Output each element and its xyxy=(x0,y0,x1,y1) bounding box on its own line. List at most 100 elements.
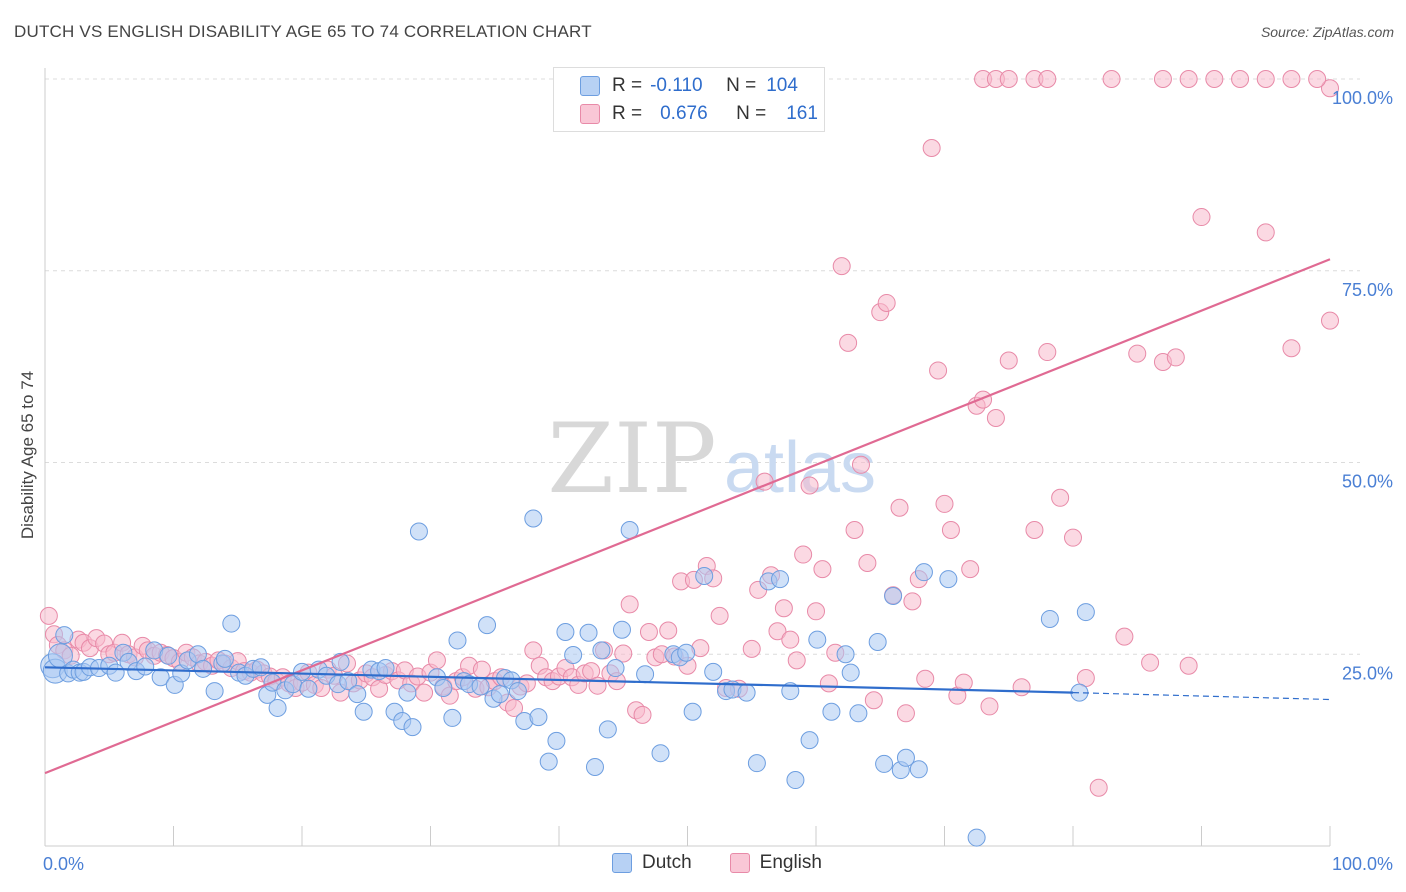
dutch-point xyxy=(539,752,558,771)
dutch-point xyxy=(704,662,723,681)
english-point xyxy=(986,409,1005,428)
dutch-point xyxy=(836,645,855,664)
dutch-point xyxy=(398,683,417,702)
dutch-point xyxy=(490,685,509,704)
dutch-point xyxy=(747,754,766,773)
dutch-point xyxy=(598,720,617,739)
english-point xyxy=(877,293,896,312)
dutch-point xyxy=(471,677,490,696)
english-swatch xyxy=(580,104,600,124)
dutch-point xyxy=(875,754,894,773)
english-point xyxy=(890,498,909,517)
y-tick-label: 100.0% xyxy=(1332,88,1393,108)
dutch-point xyxy=(376,659,395,678)
english-point xyxy=(1308,70,1327,88)
x-tick-label: 0.0% xyxy=(43,854,84,874)
y-axis-title: Disability Age 65 to 74 xyxy=(18,371,37,539)
dutch-point xyxy=(808,630,827,649)
dutch-point xyxy=(822,702,841,721)
dutch-n-label: N = xyxy=(726,75,757,96)
english-point xyxy=(922,139,941,158)
dutch-point xyxy=(677,643,696,662)
english-point xyxy=(1231,70,1250,88)
english-point xyxy=(1205,70,1224,88)
dutch-point xyxy=(434,678,453,697)
english-point xyxy=(633,705,652,724)
legend-item-english[interactable]: English xyxy=(729,852,822,874)
axis-labels: 25.0% 50.0% 75.0% 100.0% 0.0% 100.0% Disabilit… xyxy=(18,88,1393,874)
dutch-point xyxy=(222,614,241,633)
dutch-trend-line xyxy=(44,666,1074,694)
english-point xyxy=(1282,339,1301,358)
english-point xyxy=(1128,344,1147,363)
axes xyxy=(44,68,1331,847)
dutch-point xyxy=(914,563,933,582)
english-point xyxy=(1038,343,1057,362)
dutch-point xyxy=(800,731,819,750)
english-point xyxy=(813,560,832,579)
watermark-atlas: atlas xyxy=(724,428,876,508)
dutch-point xyxy=(215,649,234,668)
dutch-point xyxy=(194,659,213,678)
dutch-point xyxy=(268,698,287,717)
dutch-point xyxy=(205,682,224,701)
english-point xyxy=(999,351,1018,370)
english-point xyxy=(929,361,948,380)
chart-title: DUTCH VS ENGLISH DISABILITY AGE 65 TO 74… xyxy=(14,22,592,41)
english-point xyxy=(787,651,806,670)
dutch-point xyxy=(786,771,805,790)
dutch-point xyxy=(478,616,497,635)
english-point xyxy=(980,697,999,716)
english-point xyxy=(1179,70,1198,88)
english-point xyxy=(659,621,678,640)
dutch-point xyxy=(151,668,170,687)
english-point xyxy=(1192,208,1211,227)
dutch-point xyxy=(868,632,887,651)
english-point xyxy=(916,669,935,688)
dutch-point xyxy=(612,620,631,639)
dutch-point xyxy=(547,731,566,750)
dutch-point xyxy=(136,657,155,676)
english-point xyxy=(1321,311,1339,330)
watermark-zip: ZIP xyxy=(547,403,716,515)
y-tick-label: 50.0% xyxy=(1342,472,1393,492)
english-point xyxy=(1153,70,1172,88)
english-point xyxy=(781,630,800,649)
y-tick-label: 25.0% xyxy=(1342,663,1393,683)
english-point xyxy=(1179,656,1198,675)
english-point xyxy=(941,520,960,539)
english-point xyxy=(896,704,915,723)
english-point xyxy=(832,257,851,276)
english-point xyxy=(427,651,446,670)
dutch-point xyxy=(159,646,178,665)
dutch-point xyxy=(579,623,598,642)
english-point xyxy=(1141,653,1160,672)
dutch-point xyxy=(448,631,467,650)
english-point xyxy=(1282,70,1301,88)
english-point xyxy=(710,606,729,625)
english-legend-label: English xyxy=(759,852,822,873)
english-point xyxy=(1089,778,1108,797)
english-point xyxy=(961,560,980,579)
legend-row-dutch: R = -0.110 N = 104 xyxy=(580,74,798,98)
dutch-point xyxy=(348,685,367,704)
english-point xyxy=(954,673,973,692)
english-point xyxy=(1256,223,1275,242)
watermark: ZIP atlas xyxy=(547,403,876,515)
dutch-point xyxy=(1076,603,1095,622)
dutch-point xyxy=(403,718,422,737)
dutch-point xyxy=(606,659,625,678)
dutch-point xyxy=(409,522,428,541)
dutch-point xyxy=(508,682,527,701)
english-point xyxy=(935,494,954,513)
dutch-point xyxy=(354,702,373,721)
english-point xyxy=(614,644,633,663)
english-point xyxy=(1038,70,1057,88)
dutch-point xyxy=(339,672,358,691)
dutch-legend-swatch xyxy=(612,853,632,873)
dutch-point xyxy=(585,757,604,776)
legend-item-dutch[interactable]: Dutch xyxy=(612,852,692,874)
english-point xyxy=(639,623,658,642)
english-trend-line xyxy=(44,258,1331,775)
